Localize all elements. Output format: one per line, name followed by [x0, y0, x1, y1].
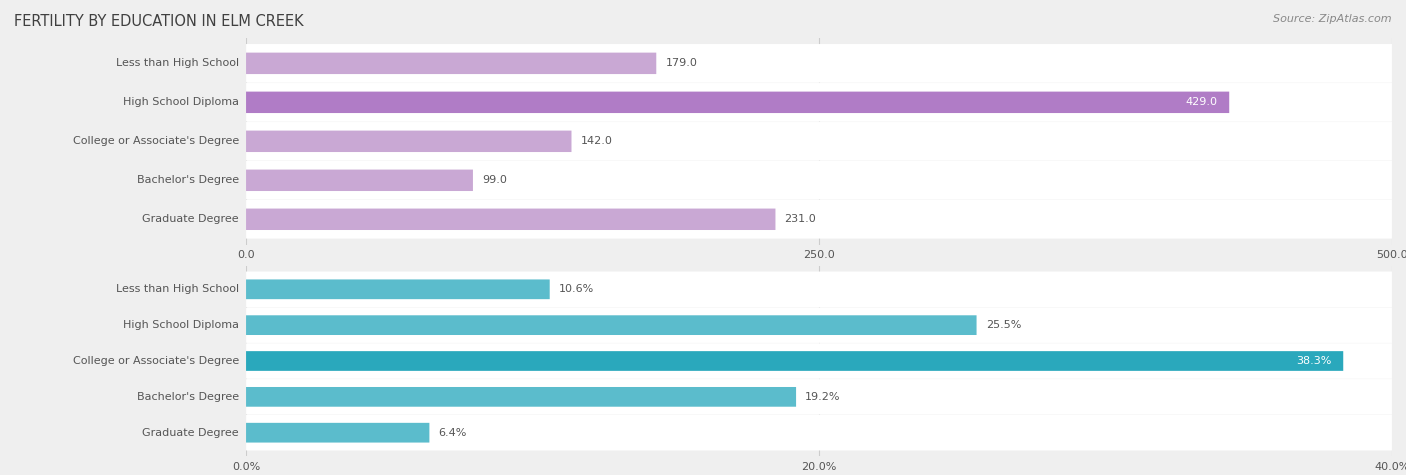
FancyBboxPatch shape [246, 387, 796, 407]
FancyBboxPatch shape [246, 379, 1392, 415]
Text: Bachelor's Degree: Bachelor's Degree [136, 175, 239, 185]
Text: 231.0: 231.0 [785, 214, 817, 224]
Text: Source: ZipAtlas.com: Source: ZipAtlas.com [1274, 14, 1392, 24]
Text: Graduate Degree: Graduate Degree [142, 428, 239, 437]
FancyBboxPatch shape [246, 343, 1392, 379]
Text: College or Associate's Degree: College or Associate's Degree [73, 356, 239, 366]
Text: Less than High School: Less than High School [115, 58, 239, 68]
Text: FERTILITY BY EDUCATION IN ELM CREEK: FERTILITY BY EDUCATION IN ELM CREEK [14, 14, 304, 29]
FancyBboxPatch shape [246, 351, 1343, 371]
FancyBboxPatch shape [246, 415, 1392, 450]
Text: Less than High School: Less than High School [115, 285, 239, 294]
Text: High School Diploma: High School Diploma [122, 97, 239, 107]
FancyBboxPatch shape [246, 92, 1229, 113]
Text: 179.0: 179.0 [665, 58, 697, 68]
Text: 38.3%: 38.3% [1296, 356, 1331, 366]
Text: Bachelor's Degree: Bachelor's Degree [136, 392, 239, 402]
Text: 10.6%: 10.6% [558, 285, 595, 294]
FancyBboxPatch shape [246, 53, 657, 74]
FancyBboxPatch shape [246, 122, 1392, 161]
Text: Graduate Degree: Graduate Degree [142, 214, 239, 224]
Text: 25.5%: 25.5% [986, 320, 1021, 330]
FancyBboxPatch shape [246, 209, 776, 230]
FancyBboxPatch shape [246, 315, 977, 335]
FancyBboxPatch shape [246, 131, 571, 152]
FancyBboxPatch shape [246, 170, 472, 191]
FancyBboxPatch shape [246, 44, 1392, 83]
Text: College or Associate's Degree: College or Associate's Degree [73, 136, 239, 146]
Text: 99.0: 99.0 [482, 175, 508, 185]
FancyBboxPatch shape [246, 423, 429, 443]
Text: High School Diploma: High School Diploma [122, 320, 239, 330]
Text: 142.0: 142.0 [581, 136, 613, 146]
Text: 429.0: 429.0 [1185, 97, 1218, 107]
Text: 19.2%: 19.2% [806, 392, 841, 402]
FancyBboxPatch shape [246, 83, 1392, 122]
FancyBboxPatch shape [246, 272, 1392, 307]
Text: 6.4%: 6.4% [439, 428, 467, 437]
FancyBboxPatch shape [246, 161, 1392, 200]
FancyBboxPatch shape [246, 200, 1392, 238]
FancyBboxPatch shape [246, 307, 1392, 343]
FancyBboxPatch shape [246, 279, 550, 299]
